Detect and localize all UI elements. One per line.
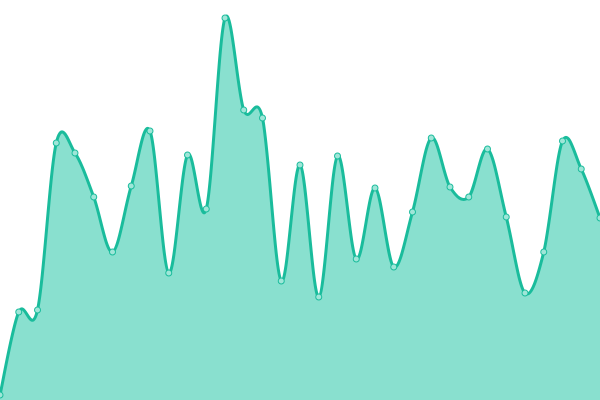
data-point-18 (334, 152, 341, 160)
data-point-20 (371, 184, 379, 192)
data-point-1 (15, 308, 23, 316)
area-fill (0, 16, 600, 400)
data-point-4 (71, 149, 79, 157)
data-point-15 (277, 277, 285, 285)
data-point-21 (390, 263, 398, 271)
data-point-17 (315, 293, 323, 301)
data-point-11 (202, 205, 210, 213)
data-point-14 (259, 114, 266, 122)
data-point-28 (521, 289, 529, 297)
data-point-6 (109, 248, 116, 256)
data-point-9 (165, 269, 173, 277)
data-point-24 (446, 183, 454, 191)
data-point-5 (90, 193, 98, 201)
data-point-2 (34, 306, 41, 314)
data-point-7 (127, 182, 135, 190)
data-point-27 (502, 213, 510, 221)
data-point-25 (465, 193, 473, 201)
data-point-16 (296, 161, 304, 169)
data-point-8 (146, 127, 154, 135)
data-point-31 (577, 165, 585, 173)
data-point-23 (427, 134, 435, 142)
data-points (0, 14, 600, 399)
data-point-0 (0, 391, 4, 399)
data-point-32 (596, 214, 600, 222)
data-point-12 (221, 14, 229, 22)
data-point-30 (559, 137, 566, 145)
data-point-22 (409, 208, 416, 216)
data-point-19 (352, 255, 360, 263)
data-point-3 (52, 139, 60, 147)
data-point-26 (484, 145, 491, 153)
data-point-29 (540, 248, 548, 256)
data-point-10 (184, 151, 191, 159)
data-point-13 (240, 106, 248, 114)
